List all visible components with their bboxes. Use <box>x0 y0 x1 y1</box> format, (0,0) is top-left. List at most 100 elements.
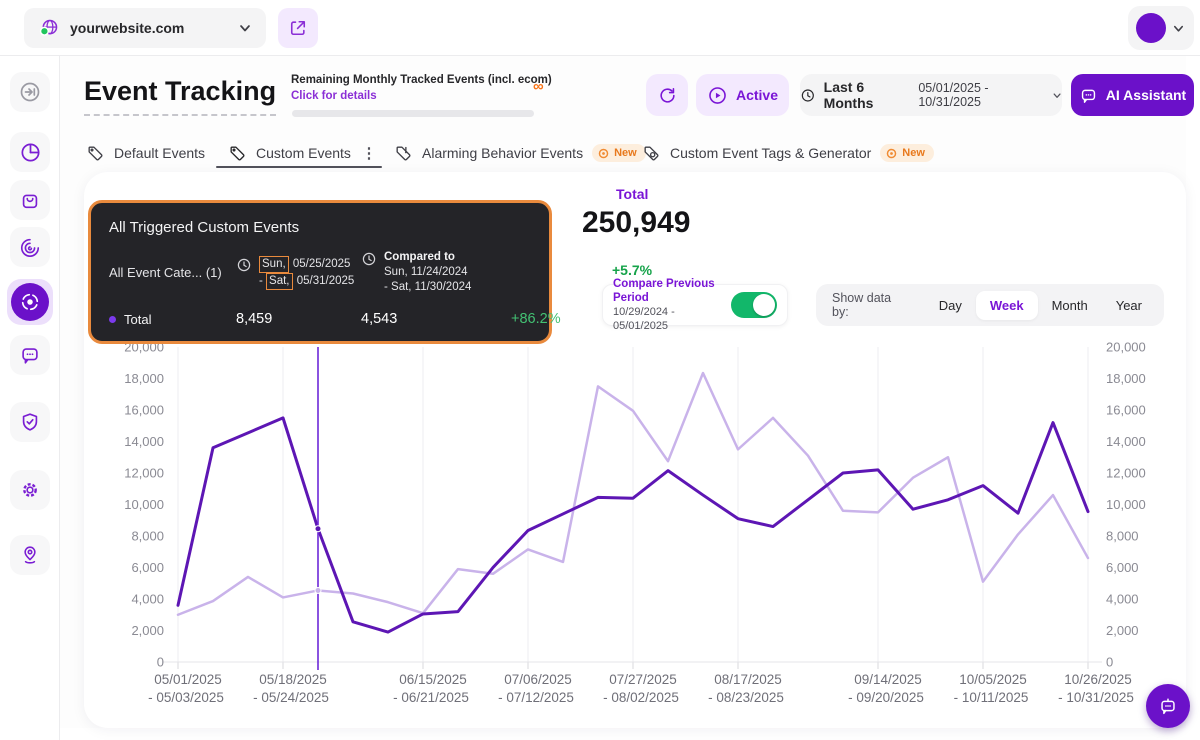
svg-text:14,000: 14,000 <box>124 434 164 449</box>
ai-assistant-button[interactable]: AI Assistant <box>1071 74 1194 116</box>
status-active-label: Active <box>735 87 779 103</box>
tab-options-kebab-icon[interactable]: ⋮ <box>361 145 377 162</box>
chat-bubble-icon <box>22 348 38 364</box>
click-for-details-link[interactable]: Click for details <box>291 90 377 102</box>
sidebar-item-feedback[interactable] <box>10 335 50 375</box>
sidebar-item-shop[interactable] <box>10 180 50 220</box>
external-link-icon <box>290 20 306 36</box>
shopping-bag-icon <box>22 194 38 209</box>
tab-custom-events[interactable]: Custom Events <box>228 138 351 168</box>
collapse-sidebar-icon[interactable] <box>10 72 50 112</box>
location-pin-icon <box>24 546 36 564</box>
svg-text:09/14/2025: 09/14/2025 <box>854 672 922 687</box>
svg-text:05/01/2025: 05/01/2025 <box>154 672 222 687</box>
svg-text:8,000: 8,000 <box>131 529 164 544</box>
svg-text:- 05/24/2025: - 05/24/2025 <box>253 690 329 705</box>
svg-text:18,000: 18,000 <box>124 371 164 386</box>
chevron-down-icon <box>1053 92 1061 98</box>
svg-text:12,000: 12,000 <box>1106 466 1146 481</box>
new-badge: New <box>880 144 934 162</box>
summary-total-value: 250,949 <box>582 206 691 239</box>
site-selector[interactable]: yourwebsite.com <box>24 8 266 48</box>
new-badge-dot-icon <box>887 148 897 158</box>
sidebar-item-settings[interactable] <box>10 470 50 510</box>
toggle-knob <box>753 294 775 316</box>
svg-text:06/15/2025: 06/15/2025 <box>399 672 467 687</box>
tab-custom-event-tags-generator[interactable]: Custom Event Tags & Generator New <box>642 138 934 168</box>
tag-alert-icon <box>396 145 411 161</box>
svg-text:6,000: 6,000 <box>1106 560 1139 575</box>
svg-text:- 05/03/2025: - 05/03/2025 <box>148 690 224 705</box>
pie-chart-icon <box>20 142 40 162</box>
summary-percent-change: +5.7% <box>612 262 653 278</box>
new-badge-dot-icon <box>598 148 609 158</box>
svg-text:- 09/20/2025: - 09/20/2025 <box>848 690 924 705</box>
annotated-day-1: Sun, <box>259 255 289 273</box>
status-active-button[interactable]: Active <box>696 74 789 116</box>
tooltip-percent-change: +86.2% <box>511 311 561 327</box>
sidebar-item-event-tracking[interactable] <box>7 279 53 325</box>
granularity-week[interactable]: Week <box>975 290 1038 320</box>
svg-text:2,000: 2,000 <box>131 623 164 638</box>
granularity-year[interactable]: Year <box>1115 297 1142 313</box>
svg-text:16,000: 16,000 <box>1106 403 1146 418</box>
clock-icon <box>237 258 251 271</box>
svg-text:16,000: 16,000 <box>124 403 164 418</box>
remaining-events-label: Remaining Monthly Tracked Events (incl. … <box>291 74 552 86</box>
sidebar-nav <box>0 56 60 740</box>
spiral-icon <box>20 238 40 257</box>
page-title: Event Tracking <box>84 76 277 116</box>
tooltip-previous-value: 4,543 <box>361 311 398 327</box>
granularity-month[interactable]: Month <box>1051 297 1088 313</box>
active-tab-underline <box>216 166 382 168</box>
tooltip-title: All Triggered Custom Events <box>109 219 300 236</box>
gear-icon <box>23 483 37 497</box>
refresh-button[interactable] <box>646 74 688 116</box>
clock-icon <box>801 88 814 102</box>
sidebar-item-analytics[interactable] <box>10 132 50 172</box>
granularity-day[interactable]: Day <box>938 297 962 313</box>
svg-text:4,000: 4,000 <box>131 592 164 607</box>
svg-text:0: 0 <box>157 655 164 670</box>
ai-chat-icon <box>1081 89 1095 103</box>
sidebar-item-locations[interactable] <box>10 535 50 575</box>
compare-range: 10/29/2024 - 05/01/2025 <box>613 306 675 332</box>
svg-text:05/18/2025: 05/18/2025 <box>259 672 327 687</box>
compare-toggle[interactable] <box>731 292 777 318</box>
events-line-chart[interactable]: 0 0 2,000 2,000 4,000 4,000 6,000 6,000 8,000 8,0… <box>84 340 1186 720</box>
tag-icon <box>88 145 103 161</box>
avatar <box>1136 13 1166 43</box>
new-badge: New <box>592 144 646 162</box>
support-chat-button[interactable] <box>1146 684 1190 728</box>
open-website-button[interactable] <box>278 8 318 48</box>
user-menu[interactable] <box>1128 6 1194 50</box>
tab-alarming-behavior-events[interactable]: Alarming Behavior Events New <box>394 138 646 168</box>
sidebar-item-privacy[interactable] <box>10 402 50 442</box>
svg-text:8,000: 8,000 <box>1106 529 1139 544</box>
tab-default-events[interactable]: Default Events <box>86 138 205 168</box>
svg-text:- 10/31/2025: - 10/31/2025 <box>1058 690 1134 705</box>
remaining-events-progress-bar <box>292 110 534 117</box>
svg-text:14,000: 14,000 <box>1106 434 1146 449</box>
svg-text:20,000: 20,000 <box>1106 340 1146 355</box>
svg-text:07/06/2025: 07/06/2025 <box>504 672 572 687</box>
tooltip-series: Total <box>109 312 236 327</box>
chevron-down-icon <box>1173 25 1184 32</box>
svg-text:12,000: 12,000 <box>124 466 164 481</box>
tooltip-compared-period: Compared to Sun, 11/24/2024 - Sat, 11/30… <box>361 250 511 295</box>
tooltip-current-value: 8,459 <box>236 311 273 327</box>
svg-text:2,000: 2,000 <box>1106 623 1139 638</box>
sidebar-item-recordings[interactable] <box>10 227 50 267</box>
date-range-picker[interactable]: Last 6 Months 05/01/2025 - 10/31/2025 <box>800 74 1062 116</box>
svg-text:- 07/12/2025: - 07/12/2025 <box>498 690 574 705</box>
svg-text:08/17/2025: 08/17/2025 <box>714 672 782 687</box>
range-label: Last 6 Months <box>823 79 874 111</box>
svg-text:- 06/21/2025: - 06/21/2025 <box>393 690 469 705</box>
range-value: 05/01/2025 - 10/31/2025 <box>918 81 989 109</box>
site-name: yourwebsite.com <box>70 20 185 36</box>
globe-icon <box>39 19 58 36</box>
annotated-day-2: Sat, <box>266 272 293 290</box>
tooltip-category: All Event Cate... (1) <box>109 265 222 280</box>
svg-text:10,000: 10,000 <box>1106 497 1146 512</box>
svg-text:10/26/2025: 10/26/2025 <box>1064 672 1132 687</box>
